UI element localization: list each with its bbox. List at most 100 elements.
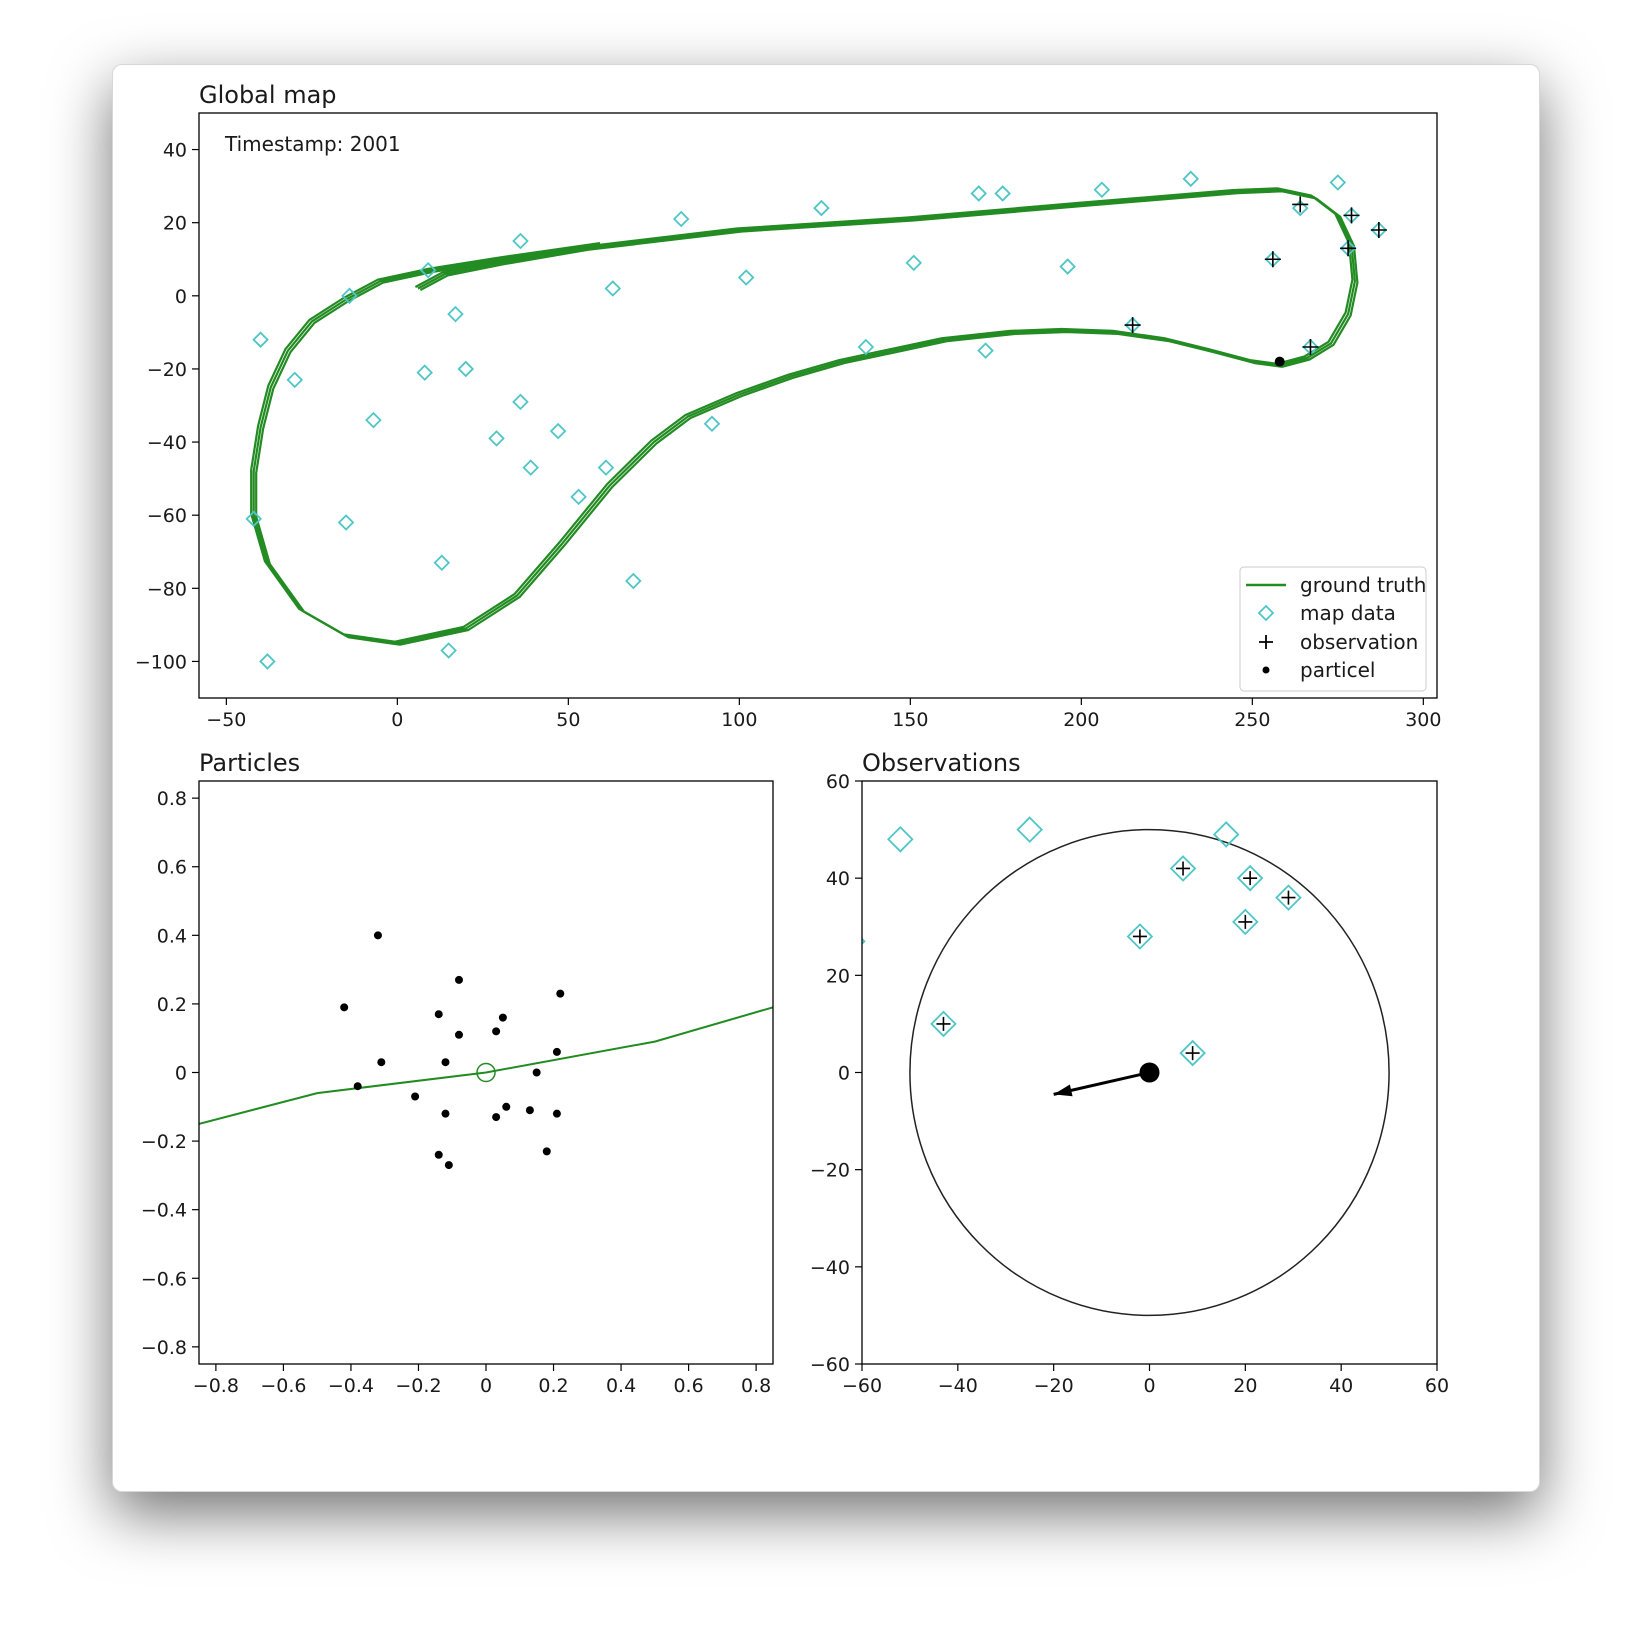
particles-frame xyxy=(198,780,774,1365)
global-x-tick-label: 300 xyxy=(1405,709,1441,731)
map-data-landmark xyxy=(1016,816,1043,843)
particle-dot xyxy=(552,1109,561,1118)
observations-x-tick-label: 20 xyxy=(1233,1375,1257,1397)
observations-x-tick-label: 40 xyxy=(1329,1375,1353,1397)
particle-dot xyxy=(502,1102,511,1111)
observation-marker xyxy=(936,1016,951,1031)
sensor-range-circle xyxy=(909,828,1390,1317)
particles-x-tick-label: −0.6 xyxy=(260,1375,306,1397)
timestamp-annotation: Timestamp: 2001 xyxy=(224,132,401,156)
particle-dot xyxy=(353,1082,362,1091)
ground-truth-heading-line xyxy=(199,1006,773,1125)
particles-y-tick-label: 0.2 xyxy=(157,994,187,1016)
global-y-tick-label: 0 xyxy=(175,286,187,308)
global-y-tick-label: −20 xyxy=(147,359,187,381)
legend-map-data-label: map data xyxy=(1300,601,1396,625)
particles-x-tick-label: 0 xyxy=(480,1375,492,1397)
global-x-tick-label: 50 xyxy=(556,709,580,731)
map-data-landmark xyxy=(488,430,505,447)
particles-y-tick-label: −0.2 xyxy=(141,1131,187,1153)
particle-dot xyxy=(525,1106,534,1115)
observations-ticks: −60 −40 −20 0 20 40 60 −60 −40 −20 0 20 40 60 xyxy=(810,771,1449,1397)
map-data-landmark xyxy=(259,653,276,670)
map-data-landmark xyxy=(813,199,830,217)
map-data-landmark xyxy=(1212,821,1240,848)
global-map-title: Global map xyxy=(199,81,337,109)
particle-dot xyxy=(542,1147,551,1156)
global-x-tick-label: 150 xyxy=(892,709,928,731)
global-map-plot-area xyxy=(245,170,1388,670)
map-data-landmark xyxy=(419,261,437,279)
ground-truth-center-marker xyxy=(476,1062,496,1083)
observation-marker xyxy=(1132,929,1147,944)
map-data-landmark xyxy=(1169,855,1197,882)
map-data-landmark xyxy=(245,510,262,528)
particle-dot xyxy=(377,1058,386,1067)
map-data-landmark xyxy=(970,185,988,202)
map-data-landmark xyxy=(1126,923,1154,950)
particles-y-tick-label: 0.6 xyxy=(157,857,187,879)
global-map-frame xyxy=(198,112,1438,699)
legend-observation-label: observation xyxy=(1300,630,1418,654)
global-x-tick-label: 250 xyxy=(1234,709,1270,731)
observation-marker xyxy=(1243,871,1258,886)
particle-dot xyxy=(454,975,463,984)
particle-dot xyxy=(373,931,382,940)
map-data-landmark xyxy=(1179,1039,1206,1067)
map-data-landmark xyxy=(737,269,755,286)
observations-axes: Observations −60 −40 −20 0 20 40 60 −60 −40 −20 0 2… xyxy=(810,749,1449,1397)
particle-dot xyxy=(532,1068,541,1077)
legend-observation-marker xyxy=(1259,635,1273,649)
observations-y-tick-label: −20 xyxy=(810,1160,850,1182)
particle-dot xyxy=(441,1109,450,1118)
ground-truth-trajectory xyxy=(250,187,1354,643)
map-data-landmark xyxy=(862,937,866,946)
observations-x-tick-label: 0 xyxy=(1143,1375,1155,1397)
observation-marker xyxy=(1370,222,1387,238)
legend-frame xyxy=(1239,566,1427,692)
observation-marker xyxy=(1238,914,1253,929)
particle-dot xyxy=(556,989,565,998)
particle-dot xyxy=(454,1030,463,1039)
observations-y-tick-label: −60 xyxy=(810,1354,850,1376)
map-data-landmark xyxy=(447,305,464,323)
particle-dot xyxy=(340,1003,349,1012)
observation-marker xyxy=(1343,207,1360,224)
map-data-landmark xyxy=(1093,181,1111,199)
particle-dot xyxy=(492,1027,501,1036)
observations-x-tick-label: −20 xyxy=(1034,1375,1074,1397)
observation-marker xyxy=(1176,861,1191,876)
global-y-tick-label: 40 xyxy=(163,140,187,162)
particle-dot xyxy=(434,1150,443,1159)
map-data-landmark xyxy=(887,826,914,853)
particle-position xyxy=(1274,356,1285,367)
map-data-landmark xyxy=(252,331,269,348)
observation-marker xyxy=(1292,196,1309,213)
map-data-landmark xyxy=(549,422,567,440)
map-data-landmark xyxy=(905,254,923,272)
particles-y-tick-label: −0.8 xyxy=(141,1337,187,1359)
particles-y-tick-label: 0.8 xyxy=(157,788,187,810)
map-data-landmark xyxy=(930,1010,957,1038)
map-data-landmark xyxy=(341,287,358,305)
observation-marker xyxy=(1185,1046,1200,1061)
observations-y-tick-label: 0 xyxy=(838,1063,850,1085)
map-data-landmark xyxy=(672,210,690,228)
particles-x-tick-label: 0.8 xyxy=(741,1375,771,1397)
particle-dot xyxy=(492,1113,501,1122)
particles-plot-area xyxy=(199,931,773,1170)
figure-window: Global map Timestamp: 2001 −50 0 50 100 150 2… xyxy=(112,64,1540,1492)
map-data-landmark xyxy=(1275,884,1302,911)
map-data-landmark xyxy=(597,459,615,476)
map-data-landmark xyxy=(365,411,382,429)
ground-truth-trajectory xyxy=(252,188,1357,645)
map-data-landmark xyxy=(1236,864,1264,892)
map-data-landmark xyxy=(433,554,451,571)
legend-ground-truth-label: ground truth xyxy=(1300,573,1426,597)
observation-marker xyxy=(1302,339,1319,355)
global-x-tick-label: 100 xyxy=(721,709,757,731)
map-data-landmark xyxy=(440,642,457,659)
observations-title: Observations xyxy=(862,749,1021,777)
observations-x-tick-label: −60 xyxy=(842,1375,882,1397)
legend-map-data-marker xyxy=(1257,604,1275,622)
